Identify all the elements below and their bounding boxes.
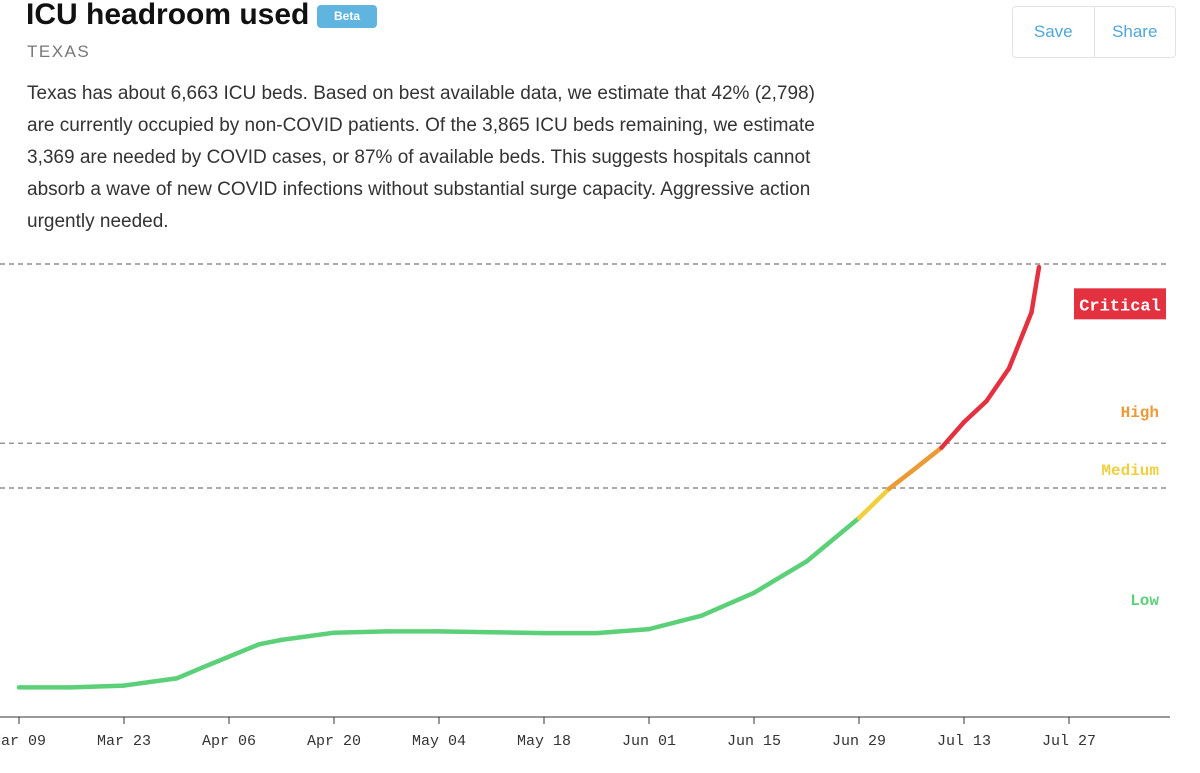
data-line-segment — [174, 663, 209, 681]
data-line-segment — [256, 637, 284, 647]
data-line-segment — [909, 445, 944, 474]
data-line-segment — [961, 398, 989, 425]
data-line-segment — [804, 515, 862, 564]
critical-zone-badge — [1074, 288, 1166, 320]
x-tick-label: Jul 27 — [1042, 733, 1096, 750]
x-tick-label: Apr 06 — [202, 733, 256, 750]
data-line-segment — [279, 630, 337, 643]
x-tick-label: Jun 29 — [832, 733, 886, 750]
x-tick-label: May 04 — [412, 733, 466, 750]
zone-label-medium: Medium — [1101, 462, 1159, 480]
x-tick-label: Mar 23 — [97, 733, 151, 750]
action-button-group: Save Share — [1012, 6, 1176, 58]
share-button[interactable]: Share — [1093, 7, 1176, 57]
beta-badge: Beta — [317, 5, 377, 28]
x-tick-label: Mar 09 — [0, 733, 46, 750]
save-button[interactable]: Save — [1033, 22, 1073, 41]
data-line-segment — [594, 626, 652, 636]
data-line-segment — [984, 366, 1012, 404]
data-line-segment — [939, 419, 967, 450]
data-line-segment — [886, 469, 914, 492]
x-tick-label: Jun 01 — [622, 733, 676, 750]
summary-text: Texas has about 6,663 ICU beds. Based on… — [27, 83, 815, 232]
data-line-segment — [436, 629, 494, 635]
data-line-segment — [69, 683, 127, 690]
zone-label-low: Low — [1130, 592, 1159, 610]
x-tick-label: Jul 13 — [937, 733, 991, 750]
data-line-segment — [856, 486, 892, 521]
x-tick-label: May 18 — [517, 733, 571, 750]
data-line-segment — [204, 642, 262, 669]
data-line-segment — [699, 590, 757, 618]
data-line-segment — [1006, 310, 1034, 371]
data-line-segment — [331, 629, 389, 635]
zone-label-high: High — [1121, 404, 1159, 422]
data-line-segment — [646, 613, 704, 632]
zone-label-critical: Critical — [1079, 297, 1161, 316]
data-line-segment — [489, 630, 547, 636]
data-line-segment — [1029, 264, 1042, 315]
page-title: ICU headroom used — [26, 0, 310, 31]
location-label: TEXAS — [27, 42, 91, 61]
data-line-segment — [121, 676, 179, 688]
data-line-segment — [751, 559, 809, 596]
x-tick-label: Jun 15 — [727, 733, 781, 750]
x-tick-label: Apr 20 — [307, 733, 361, 750]
